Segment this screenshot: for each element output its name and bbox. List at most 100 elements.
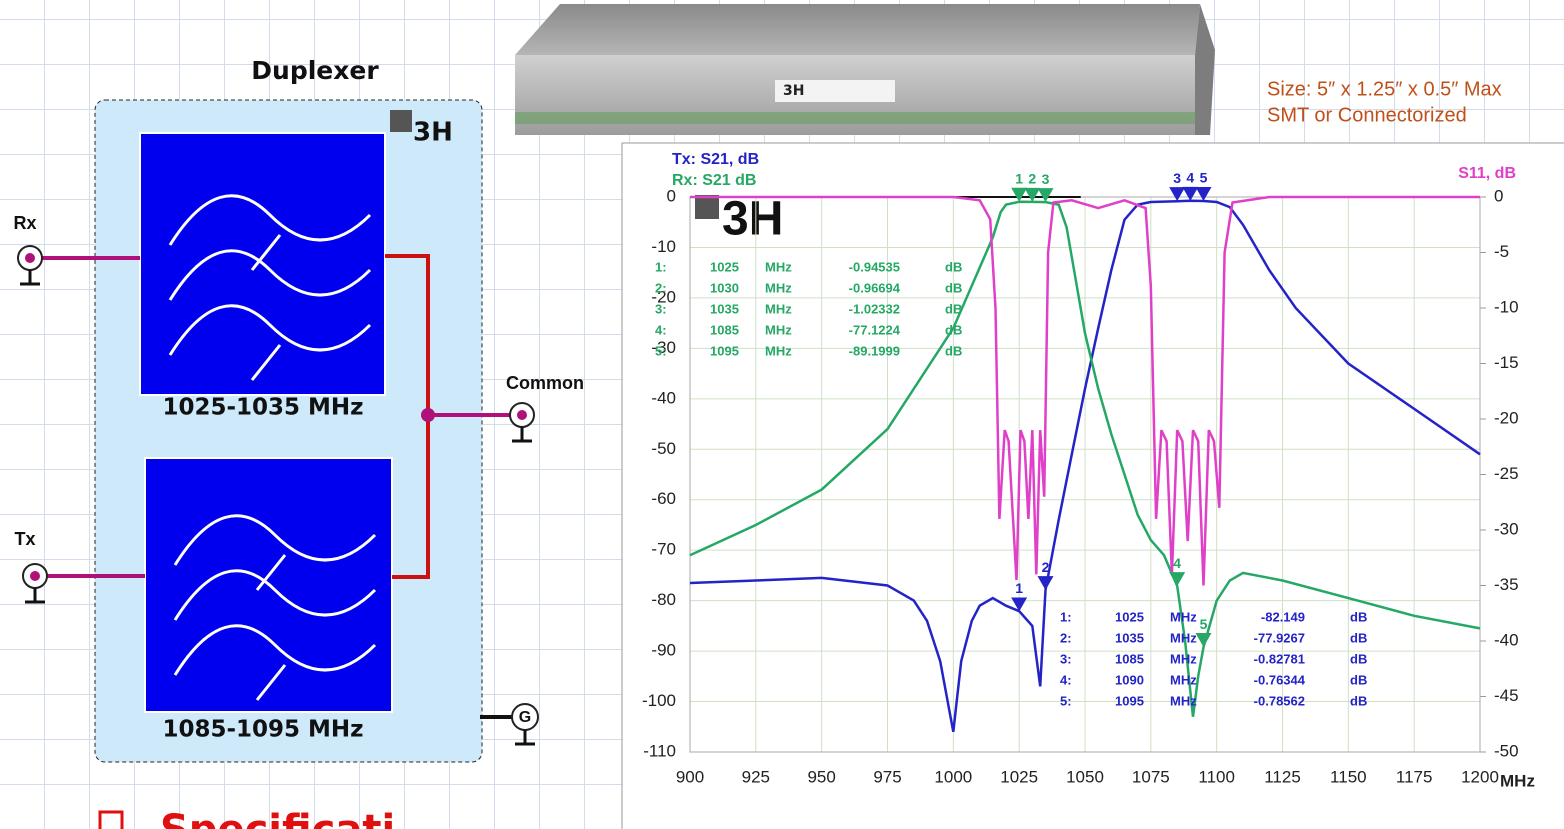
marker: [1024, 187, 1041, 202]
mounting-text: SMT or Connectorized: [1267, 104, 1467, 126]
marker-table-cell: dB: [1350, 630, 1367, 645]
y-tick-label: -40: [651, 388, 676, 407]
marker-table-cell: dB: [945, 301, 962, 316]
marker-id: 1: [1015, 580, 1023, 596]
marker-table-cell: dB: [945, 280, 962, 295]
marker-table-cell: 4:: [655, 322, 667, 337]
y-tick-label: -60: [651, 489, 676, 508]
marker-table-cell: 1085: [1115, 651, 1144, 666]
x-tick-label: 925: [742, 767, 770, 786]
y-tick-label: -80: [651, 590, 676, 609]
marker-table-cell: 1:: [655, 259, 667, 274]
x-tick-label: 1150: [1330, 767, 1367, 786]
bullet: [98, 810, 124, 829]
marker-table-cell: MHz: [1170, 651, 1197, 666]
marker-id: 3: [1042, 171, 1050, 187]
marker-id: 3: [1173, 170, 1181, 186]
device-end: [1195, 4, 1215, 135]
marker-table-cell: 4:: [1060, 672, 1072, 687]
x-tick-label: 1050: [1066, 767, 1104, 786]
marker: [1011, 597, 1028, 612]
y2-tick-label: -30: [1494, 519, 1519, 538]
marker-table-cell: -0.96694: [849, 280, 901, 295]
marker-table-cell: -0.94535: [849, 259, 900, 274]
device-pins: [515, 112, 1195, 124]
size-text: Size: 5″ x 1.25″ x 0.5″ Max: [1267, 78, 1502, 100]
x-tick-label: 1075: [1132, 767, 1170, 786]
duplexer-diagram: Duplexer 3H 1025-1035 MHz 1085-1095 MHz …: [13, 56, 584, 763]
marker-table-cell: MHz: [765, 301, 792, 316]
marker-table-cell: -1.02332: [849, 301, 900, 316]
marker: [1182, 186, 1199, 201]
marker-id: 5: [1200, 170, 1208, 186]
marker-id: 4: [1186, 170, 1194, 186]
y2-tick-label: -5: [1494, 242, 1509, 261]
marker-table-cell: 5:: [655, 343, 667, 358]
tx-filter-label: 1085-1095 MHz: [162, 717, 363, 743]
logo-icon: [390, 110, 412, 132]
x-tick-label: 1000: [934, 767, 972, 786]
marker-table-cell: 1035: [1115, 630, 1144, 645]
marker-table-cell: 1025: [1115, 609, 1144, 624]
y2-tick-label: -15: [1494, 353, 1519, 372]
marker-table-cell: dB: [1350, 672, 1367, 687]
marker: [1011, 187, 1028, 202]
marker-table-cell: 1095: [1115, 693, 1144, 708]
diagram-logo: 3H: [413, 118, 453, 148]
marker-table-cell: -0.78562: [1254, 693, 1305, 708]
y-tick-label: -10: [651, 237, 676, 256]
chart: 3H MHz 0-10-20-30-40-50-60-70-80-90-100-…: [621, 142, 1564, 829]
marker-table-cell: dB: [945, 259, 962, 274]
marker-table-cell: 5:: [1060, 693, 1072, 708]
marker-id: 2: [1028, 171, 1036, 187]
footer-heading: Specificati: [160, 807, 395, 829]
marker-table-cell: dB: [1350, 651, 1367, 666]
y-tick-label: -20: [651, 287, 676, 306]
marker: [1169, 187, 1186, 202]
marker-table-cell: 1035: [710, 301, 739, 316]
rx-filter-label: 1025-1035 MHz: [162, 395, 363, 421]
marker-table-cell: 3:: [655, 301, 667, 316]
marker-table-cell: 1030: [710, 280, 739, 295]
marker-table-cell: MHz: [1170, 630, 1197, 645]
junction: [421, 408, 435, 422]
marker-table-cell: -77.1224: [849, 322, 901, 337]
marker-id: 1: [1015, 170, 1023, 186]
marker-table-cell: MHz: [765, 259, 792, 274]
y-tick-label: -70: [651, 540, 676, 559]
marker-id: 2: [1042, 559, 1050, 575]
y2-tick-label: -40: [1494, 630, 1519, 649]
marker-table-cell: -89.1999: [849, 343, 900, 358]
marker-table-cell: dB: [1350, 693, 1367, 708]
marker-table-cell: dB: [945, 343, 962, 358]
chart-frame: [621, 142, 1564, 829]
y-tick-label: 0: [667, 186, 676, 205]
y2-tick-label: -35: [1494, 575, 1519, 594]
legend-entry: S11, dB: [1458, 165, 1516, 182]
product-photo: 3H: [515, 4, 1215, 135]
marker-table-cell: dB: [945, 322, 962, 337]
tx-label: Tx: [14, 529, 35, 549]
chart-logo-icon: [695, 195, 719, 219]
device-label: [775, 80, 895, 102]
x-tick-label: 950: [807, 767, 835, 786]
common-label: Common: [506, 373, 584, 393]
marker: [1195, 186, 1212, 201]
marker-table-cell: MHz: [765, 322, 792, 337]
ground-label: G: [519, 709, 531, 726]
chart-logo: 3H: [722, 193, 783, 246]
marker-id: 5: [1200, 616, 1208, 632]
marker: [1195, 633, 1212, 648]
y-tick-label: -50: [651, 439, 676, 458]
diagram-title: Duplexer: [251, 56, 379, 85]
marker-table-cell: dB: [1350, 609, 1367, 624]
rx-label: Rx: [13, 213, 36, 233]
y2-tick-label: -50: [1494, 741, 1519, 760]
y-tick-label: -30: [651, 338, 676, 357]
series-line: [689, 200, 1481, 717]
marker-table-cell: 2:: [1060, 630, 1072, 645]
x-tick-label: 1200: [1461, 767, 1499, 786]
marker-table-cell: 1:: [1060, 609, 1072, 624]
marker-id: 4: [1173, 555, 1181, 571]
marker-table-cell: MHz: [765, 343, 792, 358]
